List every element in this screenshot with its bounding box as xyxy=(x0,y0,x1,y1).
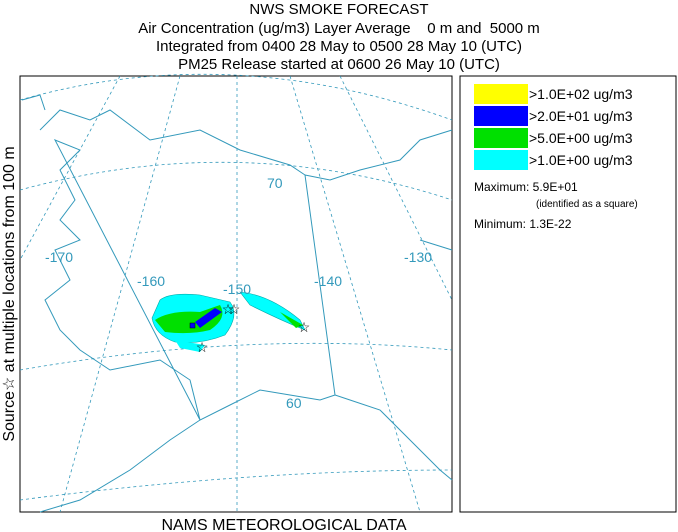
footer: NAMS METEOROLOGICAL DATA xyxy=(161,517,406,532)
maximum-note: (identified as a square) xyxy=(536,199,638,210)
longitude-label: -150 xyxy=(223,281,251,297)
map: ☆☆ ☆☆ -170 -160 -150 -140 -130 70 60 xyxy=(19,73,453,513)
legend-label: >1.0E+02 ug/m3 xyxy=(529,86,633,102)
subtitle: PM25 Release started at 0600 26 May 10 (… xyxy=(178,56,500,73)
side-label: Source☆ at multiple locations from 100 m xyxy=(1,146,18,441)
legend-swatch xyxy=(474,128,528,148)
legend: Maximum: 5.9E+01 (identified as a square… xyxy=(459,75,677,513)
longitude-label: -170 xyxy=(45,249,73,265)
graticule xyxy=(19,73,453,513)
subtitle: Air Concentration (ug/m3) Layer Average … xyxy=(138,20,540,37)
title: NWS SMOKE FORECAST xyxy=(249,1,428,18)
latitude-label: 60 xyxy=(286,395,302,411)
coastline xyxy=(21,94,453,251)
source-markers: ☆☆ ☆☆ xyxy=(196,301,311,355)
legend-swatch xyxy=(474,150,528,170)
smoke-plume xyxy=(151,291,306,352)
svg-text:☆: ☆ xyxy=(196,339,209,355)
longitude-label: -130 xyxy=(404,249,432,265)
latitude-label: 70 xyxy=(267,175,283,191)
legend-swatch xyxy=(474,84,528,104)
svg-text:☆: ☆ xyxy=(228,301,241,317)
longitude-label: -140 xyxy=(314,273,342,289)
subtitle: Integrated from 0400 28 May to 0500 28 M… xyxy=(156,38,522,55)
map-frame xyxy=(19,75,453,513)
maximum: Maximum: 5.9E+01 xyxy=(474,180,578,194)
coastline xyxy=(39,109,453,513)
svg-text:☆: ☆ xyxy=(222,301,235,317)
svg-text:☆: ☆ xyxy=(298,319,311,335)
legend-swatch xyxy=(474,106,528,126)
legend-label: >2.0E+01 ug/m3 xyxy=(529,108,633,124)
longitude-label: -160 xyxy=(137,273,165,289)
legend-label: >5.0E+00 ug/m3 xyxy=(529,130,633,146)
legend-frame xyxy=(459,75,677,513)
legend-label: >1.0E+00 ug/m3 xyxy=(529,152,633,168)
minimum: Minimum: 1.3E-22 xyxy=(474,217,572,231)
